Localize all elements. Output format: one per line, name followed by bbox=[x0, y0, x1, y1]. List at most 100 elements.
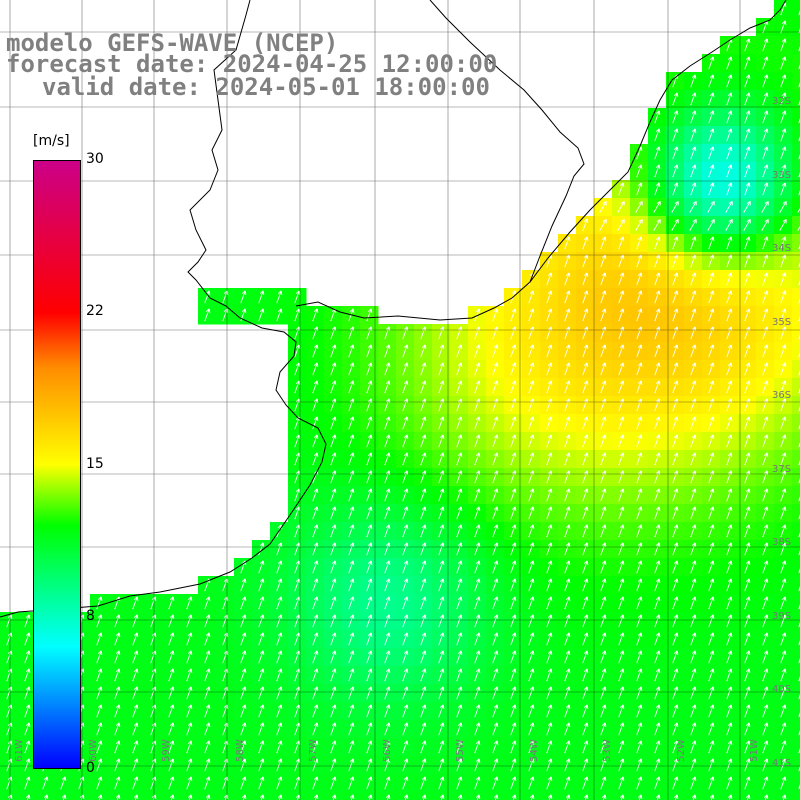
wind-arrow bbox=[654, 290, 661, 304]
wind-arrow bbox=[708, 614, 715, 628]
wind-arrow bbox=[438, 362, 445, 376]
wind-arrow bbox=[312, 434, 319, 448]
wind-arrow bbox=[348, 344, 355, 358]
wind-arrow bbox=[618, 344, 625, 358]
wind-arrow bbox=[708, 632, 715, 646]
wind-arrow bbox=[600, 542, 607, 556]
wind-arrow bbox=[690, 416, 697, 430]
wind-speed-cell bbox=[612, 792, 631, 800]
wind-arrow bbox=[744, 416, 751, 430]
wind-arrow bbox=[546, 686, 553, 700]
wind-arrow bbox=[726, 488, 733, 502]
wind-arrow bbox=[366, 686, 373, 700]
wind-arrow bbox=[420, 488, 427, 502]
wind-arrow bbox=[564, 650, 571, 664]
wind-arrow bbox=[312, 596, 319, 610]
wind-arrow bbox=[546, 308, 553, 322]
wind-arrow bbox=[582, 434, 589, 448]
wind-arrow bbox=[672, 686, 679, 700]
wind-arrow bbox=[348, 452, 355, 466]
wind-arrow bbox=[402, 632, 409, 646]
wind-arrow bbox=[726, 380, 733, 394]
wind-arrow bbox=[726, 560, 733, 574]
wind-arrow bbox=[690, 344, 697, 358]
wind-arrow bbox=[384, 488, 391, 502]
wind-arrow bbox=[762, 308, 769, 322]
wind-arrow bbox=[690, 506, 697, 520]
wind-arrow bbox=[690, 182, 697, 196]
wind-arrow bbox=[510, 578, 517, 592]
wind-arrow bbox=[762, 92, 769, 106]
wind-speed-cell bbox=[738, 792, 757, 800]
wind-speed-cell bbox=[792, 432, 800, 451]
wind-arrow bbox=[366, 434, 373, 448]
wind-speed-cell bbox=[576, 792, 595, 800]
wind-arrow bbox=[654, 164, 661, 178]
wind-arrow bbox=[402, 524, 409, 538]
wind-arrow bbox=[474, 308, 481, 322]
wind-speed-cell bbox=[792, 306, 800, 325]
wind-arrow bbox=[708, 128, 715, 142]
wind-arrow bbox=[635, 200, 643, 213]
wind-arrow bbox=[618, 452, 625, 466]
wind-arrow bbox=[258, 704, 265, 718]
lon-label: 53W bbox=[601, 739, 613, 762]
wind-arrow bbox=[654, 524, 661, 538]
wind-arrow bbox=[618, 506, 625, 520]
wind-speed-cell bbox=[792, 594, 800, 613]
wind-arrow bbox=[726, 290, 733, 304]
wind-arrow bbox=[474, 596, 481, 610]
wind-arrow bbox=[456, 650, 463, 664]
wind-arrow bbox=[240, 290, 247, 304]
lon-label: 60W bbox=[87, 739, 99, 762]
wind-arrow bbox=[600, 344, 607, 358]
wind-arrow bbox=[654, 686, 661, 700]
wind-speed-cell bbox=[234, 792, 253, 800]
wind-arrow bbox=[276, 596, 283, 610]
wind-arrow bbox=[132, 650, 139, 664]
wind-arrow bbox=[258, 290, 265, 304]
wind-arrow bbox=[672, 290, 679, 304]
wind-arrow bbox=[780, 74, 787, 88]
wind-arrow bbox=[402, 542, 409, 556]
wind-arrow bbox=[582, 380, 589, 394]
wind-arrow bbox=[24, 722, 31, 736]
wind-arrow bbox=[780, 164, 787, 178]
wind-arrow bbox=[510, 452, 517, 466]
wind-arrow bbox=[582, 686, 589, 700]
wind-arrow bbox=[654, 704, 661, 718]
wind-arrow bbox=[366, 488, 373, 502]
wind-arrow bbox=[366, 632, 373, 646]
wind-arrow bbox=[528, 722, 535, 736]
wind-arrow bbox=[564, 560, 571, 574]
wind-arrow bbox=[780, 308, 787, 322]
wind-arrow bbox=[636, 704, 643, 718]
wind-arrow bbox=[780, 254, 787, 268]
wind-arrow bbox=[564, 668, 571, 682]
lat-label: 39S bbox=[772, 610, 792, 622]
wind-arrow bbox=[780, 344, 787, 358]
wind-arrow bbox=[708, 722, 715, 736]
wind-arrow bbox=[654, 236, 661, 250]
wind-arrow bbox=[492, 524, 499, 538]
wind-arrow bbox=[726, 56, 733, 70]
wind-arrow bbox=[708, 362, 715, 376]
wind-speed-cell bbox=[792, 792, 800, 800]
wind-arrow bbox=[582, 362, 589, 376]
wind-arrow bbox=[779, 218, 787, 231]
wind-arrow bbox=[528, 668, 535, 682]
wind-speed-cell bbox=[558, 792, 577, 800]
wind-speed-cell bbox=[432, 792, 451, 800]
wind-arrow bbox=[672, 614, 679, 628]
wind-arrow bbox=[582, 578, 589, 592]
wind-arrow bbox=[348, 668, 355, 682]
wind-arrow bbox=[600, 506, 607, 520]
wind-speed-cell bbox=[792, 540, 800, 559]
wind-arrow bbox=[528, 632, 535, 646]
wind-arrow bbox=[456, 542, 463, 556]
wind-arrow bbox=[726, 632, 733, 646]
wind-arrow bbox=[330, 668, 337, 682]
wind-arrow bbox=[762, 722, 769, 736]
wind-speed-cell bbox=[792, 666, 800, 685]
